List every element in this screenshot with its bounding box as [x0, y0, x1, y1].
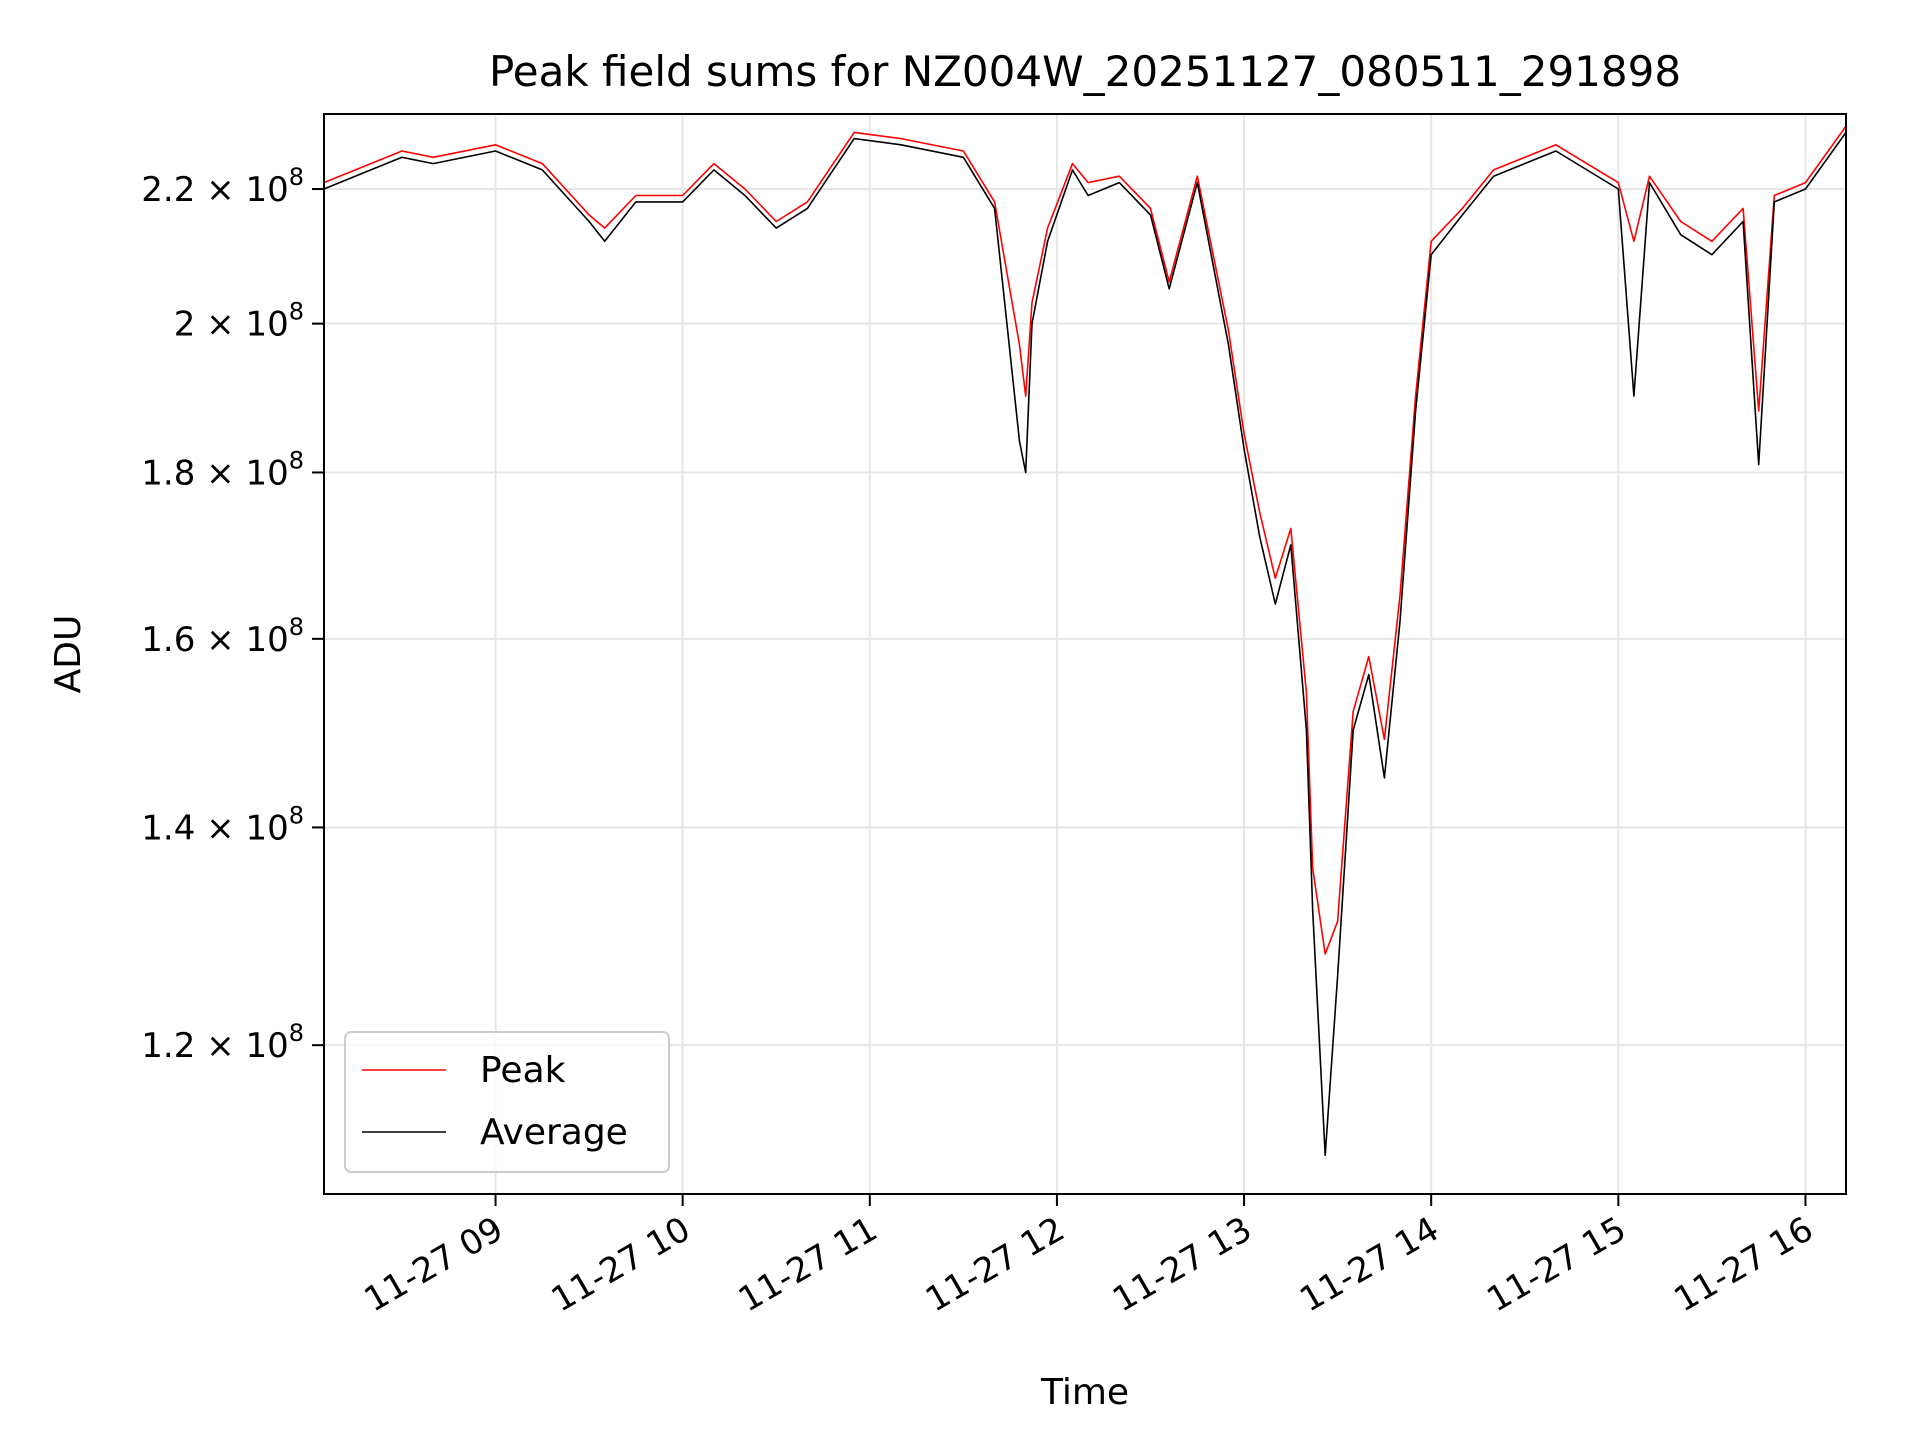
x-axis-label: Time — [1040, 1372, 1129, 1413]
y-tick-label: 1.2 × 108 — [141, 1019, 304, 1066]
y-tick-mantissa: 2.2 — [141, 170, 195, 210]
y-tick-times: × 10 — [195, 170, 288, 210]
x-tick-label: 11-27 11 — [732, 1209, 884, 1320]
y-tick-label: 1.4 × 108 — [141, 801, 304, 848]
legend-label-average: Average — [480, 1112, 628, 1153]
y-tick-exponent: 8 — [289, 298, 304, 326]
y-tick-times: × 10 — [195, 305, 288, 345]
y-tick-mantissa: 1.2 — [141, 1026, 195, 1066]
legend-label-peak: Peak — [480, 1050, 566, 1091]
y-tick-mantissa: 1.4 — [141, 808, 195, 848]
x-tick-label: 11-27 14 — [1293, 1209, 1445, 1320]
y-tick-exponent: 8 — [289, 1019, 304, 1047]
y-tick-exponent: 8 — [289, 446, 304, 474]
y-tick-label: 1.8 × 108 — [141, 446, 304, 493]
legend: Peak Average — [344, 1031, 670, 1173]
y-axis-label: ADU — [48, 615, 89, 694]
y-tick-times: × 10 — [195, 1026, 288, 1066]
y-tick-times: × 10 — [195, 620, 288, 660]
y-tick-times: × 10 — [195, 808, 288, 848]
y-tick-times: × 10 — [195, 453, 288, 493]
y-tick-exponent: 8 — [289, 163, 304, 191]
x-tick-label: 11-27 13 — [1106, 1209, 1258, 1320]
y-tick-exponent: 8 — [289, 801, 304, 829]
series-layer — [323, 125, 1847, 1157]
y-tick-label: 1.6 × 108 — [141, 613, 304, 660]
y-tick-label: 2.2 × 108 — [141, 163, 304, 210]
y-tick-mantissa: 1.8 — [141, 453, 195, 493]
y-tick-mantissa: 2 — [174, 305, 196, 345]
x-axis: 11-27 09 11-27 10 11-27 11 11-27 12 11-27 13… — [358, 1194, 1820, 1320]
x-tick-label: 11-27 15 — [1480, 1209, 1632, 1320]
y-tick-label: 2 × 108 — [174, 298, 304, 345]
x-tick-label: 11-27 16 — [1668, 1209, 1820, 1320]
series-line-peak — [323, 125, 1847, 955]
legend-box — [344, 1031, 670, 1173]
series-line-average — [323, 131, 1847, 1157]
plot-frame — [323, 113, 1847, 1195]
y-tick-mantissa: 1.6 — [141, 620, 195, 660]
x-tick-label: 11-27 12 — [919, 1209, 1071, 1320]
x-tick-label: 11-27 10 — [545, 1209, 697, 1320]
x-tick-label: 11-27 09 — [358, 1209, 510, 1320]
chart-title: Peak field sums for NZ004W_20251127_0805… — [489, 47, 1681, 96]
y-tick-exponent: 8 — [289, 613, 304, 641]
